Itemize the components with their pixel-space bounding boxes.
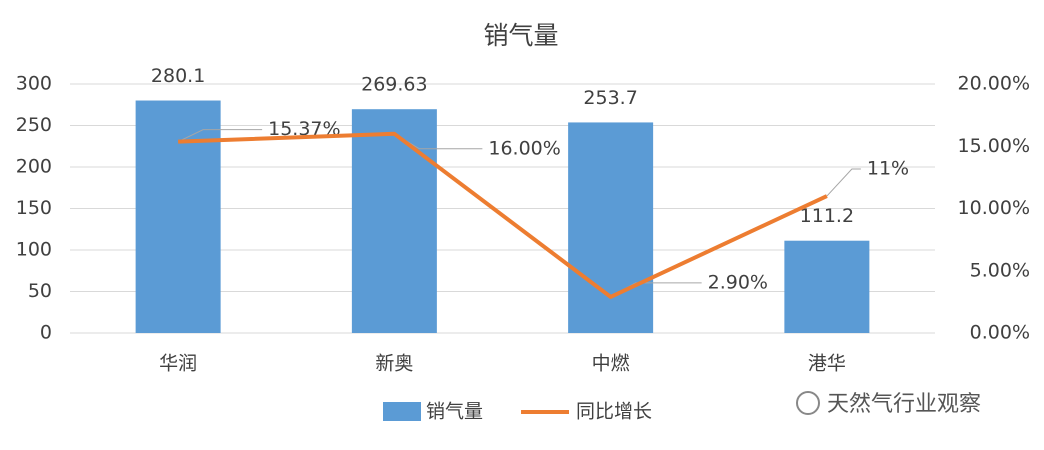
- bar: [351, 109, 437, 334]
- line: [178, 131, 828, 299]
- y-tick-label: 300: [16, 73, 52, 95]
- watermark-text: 天然气行业观察: [827, 392, 981, 417]
- bar: [784, 240, 870, 333]
- y2-tick-label: 15.00%: [958, 135, 1030, 157]
- x-tick-label: 中燃: [592, 353, 630, 375]
- bar: [568, 122, 654, 333]
- bar-value-label: 253.7: [583, 87, 637, 109]
- legend-swatch: [383, 402, 421, 421]
- bar-value-label: 111.2: [800, 205, 854, 227]
- bar-value-label: 269.63: [361, 74, 427, 96]
- line-value-label: 11%: [867, 158, 909, 180]
- leader-line: [177, 129, 263, 143]
- bar: [135, 100, 221, 333]
- y2-tick-label: 20.00%: [958, 73, 1030, 95]
- x-tick-label: 新奥: [375, 353, 413, 375]
- y2-tick-label: 0.00%: [970, 322, 1030, 344]
- y-tick-label: 50: [28, 280, 52, 302]
- line-value-label: 16.00%: [488, 137, 560, 159]
- y2-tick-label: 10.00%: [958, 197, 1030, 219]
- chart-title: 销气量: [483, 21, 558, 50]
- line-value-label: 2.90%: [708, 271, 768, 293]
- legend-label: 同比增长: [576, 401, 652, 423]
- legend-label: 销气量: [426, 401, 483, 423]
- y-tick-label: 100: [16, 239, 52, 261]
- x-tick-label: 华润: [159, 353, 197, 375]
- bar-value-label: 280.1: [151, 65, 205, 87]
- y-tick-label: 200: [16, 156, 52, 178]
- y-tick-label: 0: [40, 322, 52, 344]
- y-tick-label: 150: [16, 197, 52, 219]
- y-tick-label: 250: [16, 114, 52, 136]
- x-tick-label: 港华: [808, 353, 846, 375]
- leader-line: [826, 168, 861, 197]
- watermark-icon: [796, 391, 820, 415]
- watermark: 天然气行业观察: [796, 391, 981, 417]
- y2-tick-label: 5.00%: [970, 259, 1030, 281]
